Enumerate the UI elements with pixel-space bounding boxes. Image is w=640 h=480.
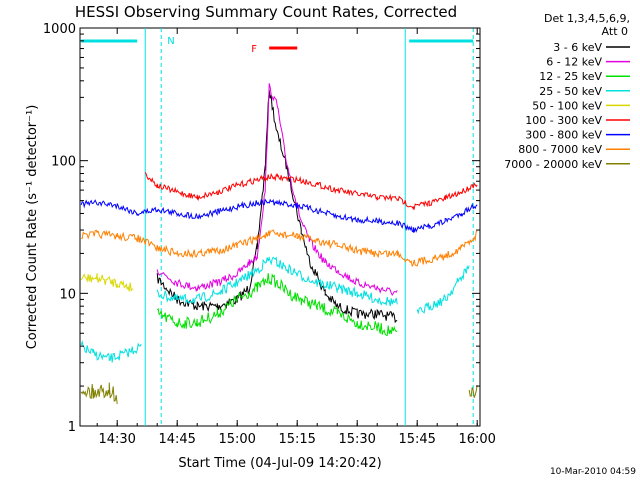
legend-entry-label: 300 - 800 keV [525, 129, 602, 142]
axis-layer: 14:30 14:45 15:00 15:15 15:30 15:45 16:00 1 10 10… [43, 22, 496, 447]
legend-attenuator: Att 0 [602, 25, 628, 38]
legend-entry-label: 3 - 6 keV [553, 41, 602, 54]
plot-frame [79, 27, 481, 427]
y-tick-label: 1 [68, 420, 76, 435]
series-100-300keV [144, 172, 478, 211]
x-tick-label: 15:30 [338, 432, 375, 447]
x-tick-label: 14:45 [158, 432, 195, 447]
x-tick-label: 15:15 [278, 432, 315, 447]
series-line [468, 385, 478, 398]
legend: Det 1,3,4,5,6,9,Att 03 - 6 keV 6 - 12 keV… [504, 12, 630, 171]
series-line [80, 382, 118, 404]
series-line [80, 198, 478, 233]
series-6-12keV [156, 83, 398, 297]
legend-entry-label: 50 - 100 keV [532, 99, 602, 112]
timestamp-footer: 10-Mar-2010 04:59 [550, 467, 636, 477]
x-tick-label: 15:00 [218, 432, 255, 447]
legend-header: Det 1,3,4,5,6,9, [544, 12, 630, 25]
series-line [81, 229, 478, 268]
legend-entry-label: 800 - 7000 keV [518, 143, 602, 156]
series-line [156, 256, 398, 307]
series-line [80, 273, 134, 292]
series-300-800keV [80, 198, 478, 233]
series-line [156, 89, 398, 324]
chart-title: HESSI Observing Summary Count Rates, Cor… [75, 3, 457, 21]
legend-entry-label: 100 - 300 keV [525, 114, 602, 127]
annotation-layer: NF [81, 28, 474, 426]
series-800-7000keV [81, 229, 478, 268]
series-50-100keV [80, 273, 134, 292]
x-tick-label: 14:30 [98, 432, 135, 447]
y-tick-label: 1000 [43, 22, 76, 37]
x-axis-label: Start Time (04-Jul-09 14:20:42) [178, 456, 381, 471]
series-7000-20000keV [80, 382, 478, 404]
legend-entry-label: 25 - 50 keV [539, 85, 602, 98]
x-tick-label: 16:00 [458, 432, 495, 447]
x-tick-label: 15:45 [398, 432, 435, 447]
series-3-6keV [156, 89, 398, 324]
series-layer [80, 83, 478, 404]
series-12-25keV [156, 273, 398, 337]
series-line [156, 83, 398, 297]
flare-marker-label: F [251, 44, 257, 55]
series-line [144, 172, 478, 211]
series-25-50keV [80, 256, 470, 363]
series-line [416, 265, 470, 315]
y-axis-label: Corrected Count Rate (s⁻¹ detector⁻¹) [25, 105, 40, 350]
legend-entry-label: 12 - 25 keV [539, 70, 602, 83]
series-line [156, 273, 398, 337]
y-tick-label: 10 [59, 287, 76, 302]
y-tick-label: 100 [51, 155, 76, 170]
series-line [80, 339, 142, 363]
night-marker-label: N [167, 36, 174, 47]
legend-entry-label: 6 - 12 keV [546, 56, 602, 69]
legend-entry-label: 7000 - 20000 keV [504, 158, 602, 171]
